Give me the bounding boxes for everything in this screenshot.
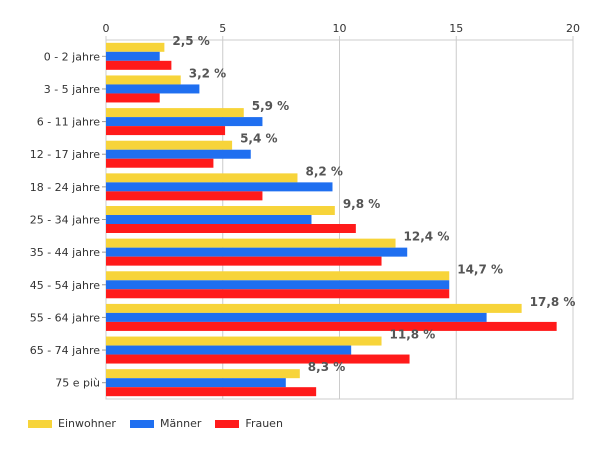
bar-frauen-6[interactable]: [106, 256, 382, 266]
bar-einwohner-4[interactable]: [106, 173, 298, 183]
data-label: 2,5 %: [172, 34, 209, 48]
category-label: 3 - 5 jahre: [44, 83, 101, 96]
legend-item-frauen[interactable]: Frauen: [215, 417, 283, 430]
category-label: 18 - 24 jahre: [30, 181, 101, 194]
legend-swatch-einwohner: [28, 419, 52, 428]
bar-mnner-2[interactable]: [106, 117, 263, 127]
x-tick-label-5: 5: [219, 22, 226, 35]
category-label: 45 - 54 jahre: [30, 279, 101, 292]
bar-frauen-2[interactable]: [106, 126, 226, 136]
category-label: 25 - 34 jahre: [30, 214, 101, 227]
data-label: 3,2 %: [189, 66, 226, 80]
bar-einwohner-1[interactable]: [106, 75, 181, 85]
bar-frauen-0[interactable]: [106, 60, 172, 70]
bar-einwohner-10[interactable]: [106, 369, 300, 379]
legend-label-einwohner: Einwohner: [58, 417, 116, 430]
bar-frauen-8[interactable]: [106, 321, 557, 331]
bar-einwohner-8[interactable]: [106, 303, 522, 313]
legend: Einwohner Männer Frauen: [28, 417, 297, 430]
x-tick-label-15: 15: [449, 22, 463, 35]
category-label: 6 - 11 jahre: [37, 116, 101, 129]
bar-frauen-1[interactable]: [106, 93, 160, 103]
bar-mnner-4[interactable]: [106, 182, 333, 192]
bar-mnner-1[interactable]: [106, 84, 200, 94]
data-label: 12,4 %: [404, 230, 450, 244]
bar-mnner-8[interactable]: [106, 312, 487, 322]
bar-einwohner-0[interactable]: [106, 42, 165, 52]
category-label: 55 - 64 jahre: [30, 311, 101, 324]
legend-item-einwohner[interactable]: Einwohner: [28, 417, 116, 430]
bar-mnner-6[interactable]: [106, 247, 408, 257]
bar-mnner-5[interactable]: [106, 215, 312, 224]
legend-label-frauen: Frauen: [245, 417, 283, 430]
data-label: 11,8 %: [390, 328, 436, 342]
data-label: 5,9 %: [252, 99, 289, 113]
bar-mnner-0[interactable]: [106, 51, 160, 61]
bar-frauen-3[interactable]: [106, 158, 214, 168]
x-tick-label-0: 0: [103, 22, 110, 35]
data-label: 8,2 %: [305, 164, 342, 178]
data-label: 8,3 %: [308, 360, 345, 374]
bar-einwohner-3[interactable]: [106, 140, 233, 150]
legend-item-maenner[interactable]: Männer: [129, 417, 202, 430]
legend-label-maenner: Männer: [159, 417, 202, 430]
category-labels: 0 - 2 jahre 3 - 5 jahre 6 - 11 jahre 12 - 1…: [30, 50, 101, 389]
x-tick-label-20: 20: [566, 22, 580, 35]
data-label: 17,8 %: [530, 295, 576, 309]
x-tick-labels: 0 5 10 15 20: [103, 22, 581, 35]
data-label: 9,8 %: [343, 197, 380, 211]
data-labels: 2,5 % 3,2 % 5,9 % 5,4 % 8,2 % 9,8 % 12,4 % 14,7…: [172, 34, 575, 374]
bar-mnner-9[interactable]: [106, 345, 352, 355]
x-tick-label-10: 10: [333, 22, 347, 35]
bar-einwohner-6[interactable]: [106, 238, 396, 248]
bar-mnner-10[interactable]: [106, 378, 286, 388]
bar-mnner-7[interactable]: [106, 280, 450, 290]
category-label: 35 - 44 jahre: [30, 246, 101, 259]
category-label: 12 - 17 jahre: [30, 148, 101, 161]
data-label: 5,4 %: [240, 132, 277, 146]
legend-swatch-frauen: [215, 419, 240, 428]
bar-einwohner-7[interactable]: [106, 271, 450, 281]
bar-frauen-4[interactable]: [106, 191, 263, 201]
bar-frauen-10[interactable]: [106, 387, 317, 397]
bar-einwohner-2[interactable]: [106, 108, 244, 118]
bar-frauen-5[interactable]: [106, 224, 356, 233]
category-label: 0 - 2 jahre: [44, 50, 101, 63]
category-label: 75 e più: [55, 377, 100, 390]
legend-swatch-maenner: [129, 419, 154, 428]
bar-frauen-7[interactable]: [106, 289, 450, 299]
category-label: 65 - 74 jahre: [30, 344, 101, 357]
bar-mnner-3[interactable]: [106, 149, 251, 159]
bars: [106, 42, 557, 397]
bar-einwohner-9[interactable]: [106, 336, 382, 346]
bar-frauen-9[interactable]: [106, 354, 410, 364]
data-label: 14,7 %: [457, 262, 503, 276]
bar-einwohner-5[interactable]: [106, 206, 335, 215]
